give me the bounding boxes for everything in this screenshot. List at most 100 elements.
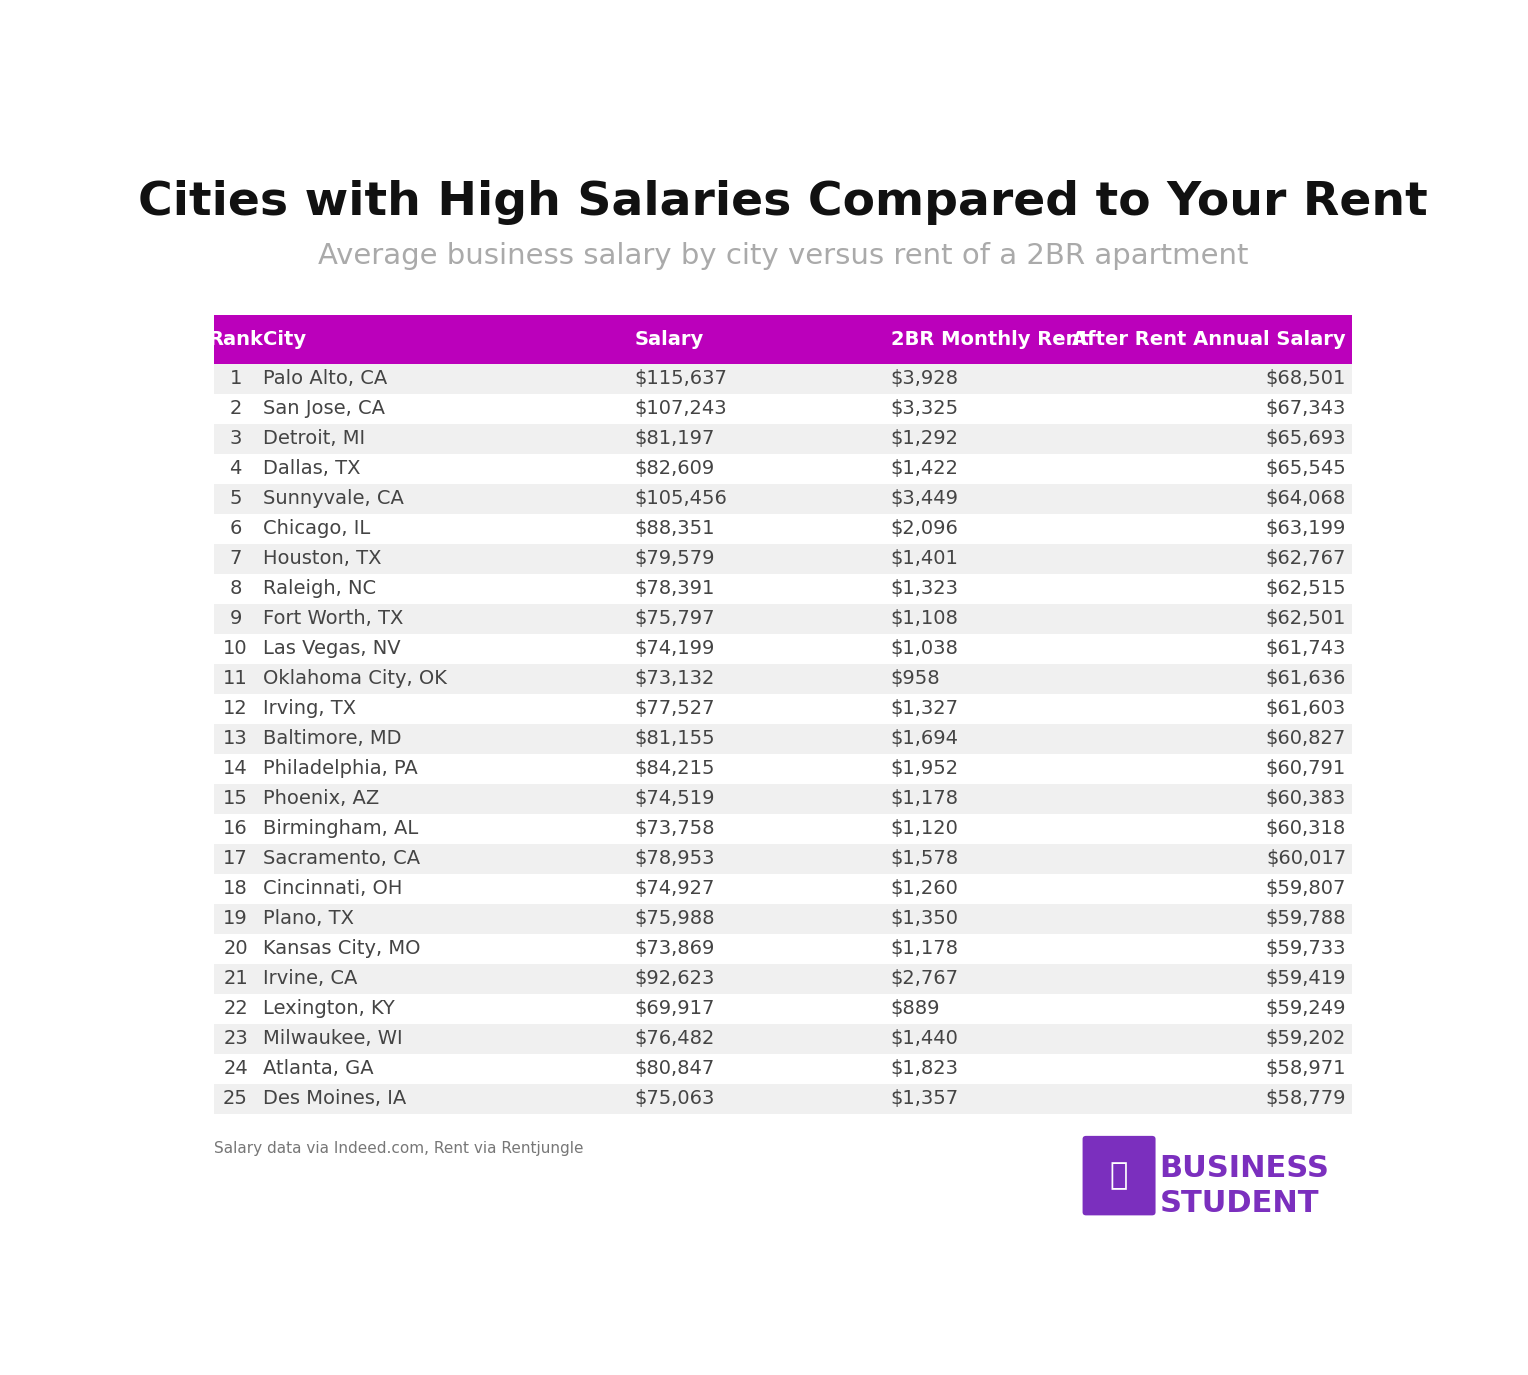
Text: $60,827: $60,827 [1265,729,1346,748]
Text: $1,178: $1,178 [891,939,958,958]
Text: $1,694: $1,694 [891,729,958,748]
Bar [214,784,1352,814]
Bar [214,934,1352,964]
Text: $79,579: $79,579 [634,549,715,568]
Text: $74,199: $74,199 [634,639,715,659]
Text: $1,578: $1,578 [891,850,958,868]
Bar [214,514,1352,543]
Bar [214,1053,1352,1084]
Text: Sacramento, CA: Sacramento, CA [263,850,420,868]
Bar [214,723,1352,754]
Text: $1,440: $1,440 [891,1028,958,1048]
Text: $74,927: $74,927 [634,879,715,898]
Bar [214,315,1352,363]
Text: $1,401: $1,401 [891,549,958,568]
Text: $115,637: $115,637 [634,368,727,388]
Bar [214,424,1352,454]
Text: 8: 8 [229,579,241,598]
Text: $1,292: $1,292 [891,429,958,448]
Text: $73,869: $73,869 [634,939,715,958]
Text: $3,928: $3,928 [891,368,958,388]
Text: $105,456: $105,456 [634,490,727,509]
Text: $84,215: $84,215 [634,759,715,778]
Text: $3,449: $3,449 [891,490,958,509]
Text: $59,249: $59,249 [1265,1000,1346,1018]
Text: 15: 15 [223,789,248,808]
Text: $60,791: $60,791 [1265,759,1346,778]
Bar [214,543,1352,573]
Text: 20: 20 [223,939,248,958]
Text: $58,971: $58,971 [1265,1059,1346,1078]
Text: $61,603: $61,603 [1265,698,1346,718]
Text: 25: 25 [223,1089,248,1108]
Text: $81,155: $81,155 [634,729,715,748]
Text: Salary data via Indeed.com, Rent via Rentjungle: Salary data via Indeed.com, Rent via Ren… [214,1141,584,1156]
Bar [214,693,1352,723]
Text: $1,178: $1,178 [891,789,958,808]
Text: $60,017: $60,017 [1265,850,1346,868]
Bar [214,604,1352,634]
Text: 23: 23 [223,1028,248,1048]
Text: $75,797: $75,797 [634,609,715,628]
Bar [214,393,1352,424]
Text: $73,132: $73,132 [634,670,715,688]
Text: Palo Alto, CA: Palo Alto, CA [263,368,387,388]
FancyBboxPatch shape [1082,1136,1155,1216]
Bar [214,664,1352,693]
Text: $78,391: $78,391 [634,579,715,598]
Text: $1,327: $1,327 [891,698,958,718]
Text: $59,807: $59,807 [1265,879,1346,898]
Text: Atlanta, GA: Atlanta, GA [263,1059,373,1078]
Text: $1,357: $1,357 [891,1089,958,1108]
Text: 18: 18 [223,879,248,898]
Text: 16: 16 [223,820,248,839]
Text: 3: 3 [229,429,241,448]
Text: 17: 17 [223,850,248,868]
Text: $1,952: $1,952 [891,759,958,778]
Text: Dallas, TX: Dallas, TX [263,459,361,478]
Text: Irvine, CA: Irvine, CA [263,969,358,989]
Text: Average business salary by city versus rent of a 2BR apartment: Average business salary by city versus r… [318,242,1248,270]
Text: Des Moines, IA: Des Moines, IA [263,1089,406,1108]
Text: $889: $889 [891,1000,940,1018]
Text: $58,779: $58,779 [1265,1089,1346,1108]
Text: $62,767: $62,767 [1265,549,1346,568]
Text: 12: 12 [223,698,248,718]
Text: 13: 13 [223,729,248,748]
Text: 10: 10 [223,639,248,659]
Bar [214,994,1352,1023]
Text: 4: 4 [229,459,241,478]
Text: $65,693: $65,693 [1265,429,1346,448]
Text: 9: 9 [229,609,241,628]
Text: $59,788: $59,788 [1265,909,1346,928]
Text: $61,636: $61,636 [1265,670,1346,688]
Text: $62,515: $62,515 [1265,579,1346,598]
Text: 2: 2 [229,399,241,418]
Text: Baltimore, MD: Baltimore, MD [263,729,402,748]
Text: 1: 1 [229,368,241,388]
Text: $59,419: $59,419 [1265,969,1346,989]
Bar [214,1084,1352,1114]
Text: STUDENT: STUDENT [1160,1189,1319,1218]
Text: $65,545: $65,545 [1265,459,1346,478]
Text: $75,988: $75,988 [634,909,715,928]
Text: $82,609: $82,609 [634,459,715,478]
Text: $1,323: $1,323 [891,579,958,598]
Text: $958: $958 [891,670,940,688]
Text: $2,096: $2,096 [891,520,958,538]
Bar [214,873,1352,903]
Text: Detroit, MI: Detroit, MI [263,429,365,448]
Text: 24: 24 [223,1059,248,1078]
Bar [214,964,1352,994]
Text: 7: 7 [229,549,241,568]
Bar [214,454,1352,484]
Text: $78,953: $78,953 [634,850,715,868]
Text: Phoenix, AZ: Phoenix, AZ [263,789,379,808]
Text: $1,120: $1,120 [891,820,958,839]
Text: $107,243: $107,243 [634,399,727,418]
Text: Milwaukee, WI: Milwaukee, WI [263,1028,402,1048]
Bar [214,573,1352,604]
Text: $64,068: $64,068 [1265,490,1346,509]
Text: 14: 14 [223,759,248,778]
Text: $75,063: $75,063 [634,1089,715,1108]
